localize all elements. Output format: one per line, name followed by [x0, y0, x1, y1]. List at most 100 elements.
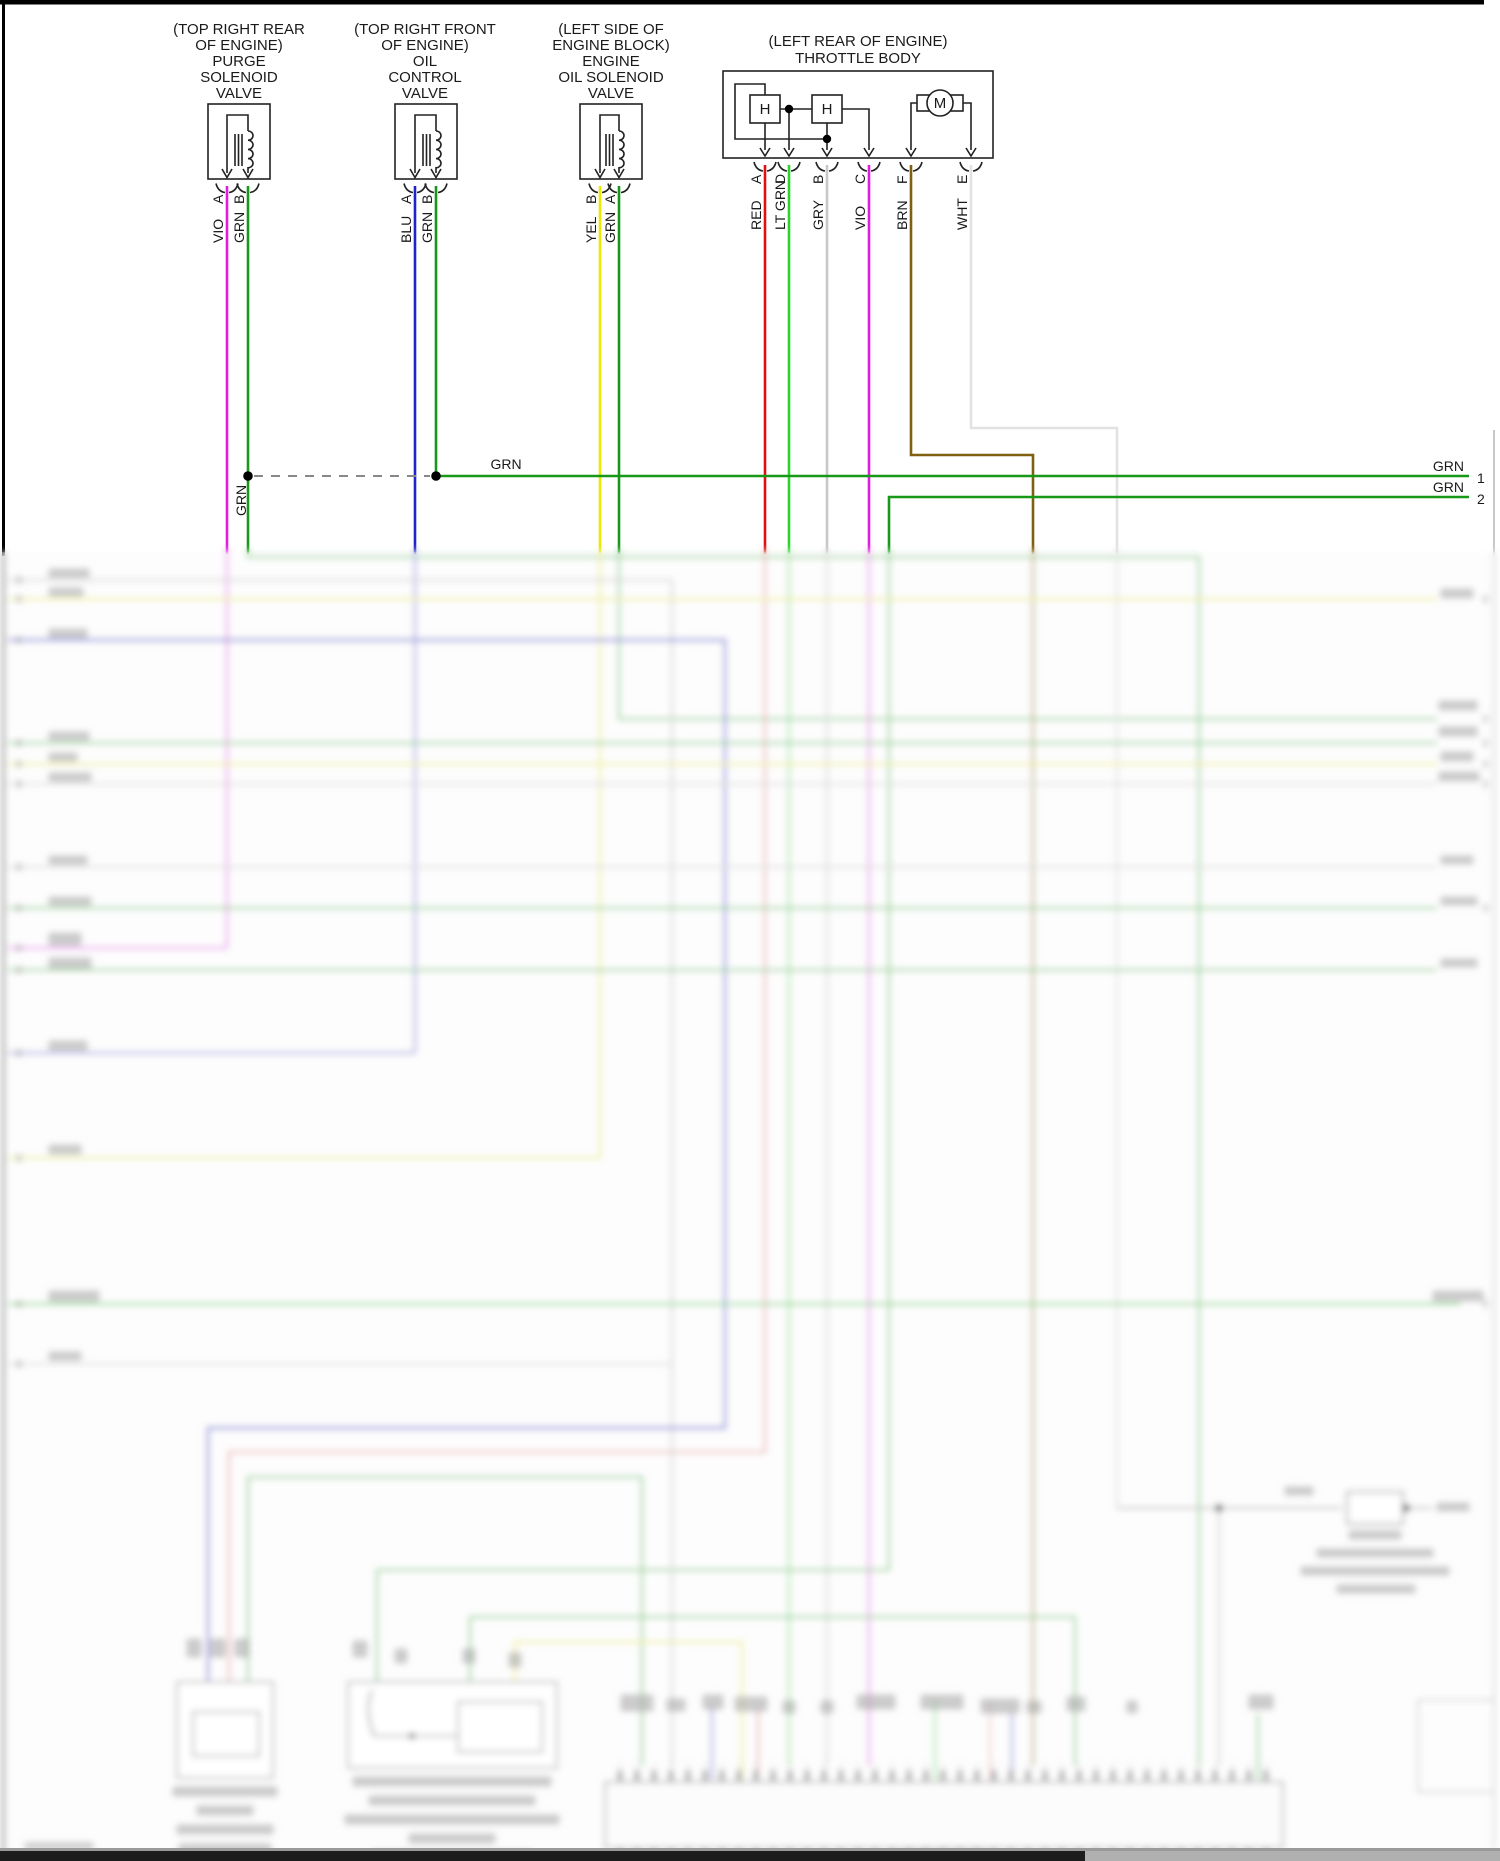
engine-oil-label-line: ENGINE BLOCK)	[552, 37, 670, 54]
oil-control-wire-a-color: BLU	[398, 216, 414, 243]
tb-wire-d-color: LT GRN	[772, 180, 788, 230]
tb-wire-e-color: WHT	[954, 198, 970, 230]
bottom-bar	[0, 1848, 1500, 1861]
purge-wire-b-color: GRN	[231, 212, 247, 243]
connector-bracket-icon	[828, 161, 839, 172]
oil-control-label-line: OF ENGINE)	[381, 37, 469, 54]
oil-control-pin-a-letter: A	[398, 194, 414, 204]
connector-bracket-icon	[215, 183, 226, 194]
connector-bracket-icon	[899, 161, 910, 172]
down-arrow-icon	[242, 168, 254, 180]
hall-sensor-h-label: H	[822, 101, 833, 118]
engine-oil-valve-symbol	[579, 103, 643, 194]
down-arrow-icon	[221, 168, 233, 180]
connector-bracket-icon	[972, 161, 983, 172]
connector-bracket-icon	[424, 183, 435, 194]
blurred-sensor-box-2	[347, 1681, 558, 1769]
junction-dot	[784, 104, 794, 114]
down-arrow-icon	[613, 168, 625, 180]
tb-pin-d-letter: D	[772, 174, 788, 184]
junction-dot	[822, 134, 832, 144]
hall-sensor-h-label: H	[760, 101, 771, 118]
tb-pin-e-letter: E	[954, 175, 970, 184]
connector-bracket-icon	[815, 161, 826, 172]
connector-bracket-icon	[870, 161, 881, 172]
tb-pin-a-letter: A	[748, 174, 764, 184]
connector-bracket-icon	[753, 161, 764, 172]
engine-oil-label-line: ENGINE	[582, 53, 640, 70]
engine-oil-wire-a-color: GRN	[602, 212, 618, 243]
purge-valve-label-line: VALVE	[216, 85, 262, 102]
oil-control-valve-label: (TOP RIGHT FRONT OF ENGINE) OIL CONTROL …	[354, 21, 496, 102]
page-borders	[0, 0, 1495, 556]
throttle-body-label-line: THROTTLE BODY	[795, 50, 921, 67]
connector-bracket-icon	[588, 183, 599, 194]
purge-valve-label-line: SOLENOID	[200, 69, 278, 86]
oil-control-valve-symbol	[394, 103, 458, 194]
blurred-text-blobs	[16, 568, 1488, 1859]
tb-wire-b-color: GRY	[810, 199, 826, 230]
engine-oil-wire-b-color: YEL	[583, 216, 599, 243]
tb-wire-c-color: VIO	[852, 206, 868, 230]
down-arrow-icon	[965, 147, 977, 158]
purge-valve-label-line: PURGE	[212, 53, 265, 70]
tb-pin-c-letter: C	[852, 174, 868, 184]
down-arrow-icon	[430, 168, 442, 180]
connector-bracket-icon	[620, 183, 631, 194]
down-arrow-icon	[905, 147, 917, 158]
engine-oil-valve-label: (LEFT SIDE OF ENGINE BLOCK) ENGINE OIL S…	[552, 21, 670, 102]
blur-haze-overlay	[0, 552, 1500, 1849]
purge-wire-a-color: VIO	[210, 219, 226, 243]
blurred-wires	[8, 548, 1460, 1780]
purge-valve-label-line: (TOP RIGHT REAR	[173, 21, 305, 38]
purge-valve-label-line: OF ENGINE)	[195, 37, 283, 54]
purge-valve-symbol	[207, 103, 271, 194]
purge-valve-label: (TOP RIGHT REAR OF ENGINE) PURGE SOLENOI…	[173, 21, 305, 102]
connector-bracket-icon	[912, 161, 923, 172]
engine-oil-label-line: VALVE	[588, 85, 634, 102]
wire-grn-bus-2	[887, 495, 1469, 554]
purge-pin-b-letter: B	[231, 195, 247, 204]
connector-bracket-icon	[777, 161, 788, 172]
connector-bracket-icon	[857, 161, 868, 172]
down-arrow-icon	[863, 147, 875, 158]
connector-bracket-icon	[249, 183, 260, 194]
engine-oil-pin-b-letter: B	[583, 195, 599, 204]
blurred-sensor-box-1	[176, 1681, 274, 1779]
down-arrow-icon	[821, 147, 833, 158]
connector-bracket-icon	[236, 183, 247, 194]
oil-control-label-line: VALVE	[402, 85, 448, 102]
oil-control-label-line: OIL	[413, 53, 437, 70]
motor-m-label: M	[934, 95, 947, 112]
throttle-body-label: (LEFT REAR OF ENGINE) THROTTLE BODY	[769, 33, 948, 67]
connector-bracket-icon	[437, 183, 448, 194]
throttle-body-symbol	[722, 70, 994, 172]
throttle-body-label-line: (LEFT REAR OF ENGINE)	[769, 33, 948, 50]
wire-wht	[969, 165, 1119, 554]
engine-oil-pin-a-letter: A	[602, 194, 618, 204]
grn-exit-2-label: GRN	[1433, 479, 1464, 495]
connector-bracket-icon	[790, 161, 801, 172]
connector-bracket-icon	[607, 183, 618, 194]
junction-dot	[431, 471, 441, 481]
grn-exit-2-number: 2	[1477, 491, 1485, 507]
tb-pin-b-letter: B	[810, 175, 826, 184]
connector-bracket-icon	[403, 183, 414, 194]
grn-exit-1-number: 1	[1477, 470, 1485, 486]
tb-wire-a-color: RED	[748, 200, 764, 230]
oil-control-pin-b-letter: B	[419, 195, 435, 204]
down-arrow-icon	[409, 168, 421, 180]
engine-oil-label-line: OIL SOLENOID	[558, 69, 663, 86]
tb-wire-f-color: BRN	[894, 200, 910, 230]
oil-control-wire-b-color: GRN	[419, 212, 435, 243]
purge-pin-a-letter: A	[210, 194, 226, 204]
wires-sharp	[225, 165, 1469, 554]
engine-oil-label-line: (LEFT SIDE OF	[558, 21, 664, 38]
connector-bracket-icon	[766, 161, 777, 172]
connector-bracket-icon	[601, 183, 612, 194]
motor-circle	[926, 89, 954, 117]
down-arrow-icon	[783, 147, 795, 158]
grn-bus-label: GRN	[490, 456, 521, 472]
